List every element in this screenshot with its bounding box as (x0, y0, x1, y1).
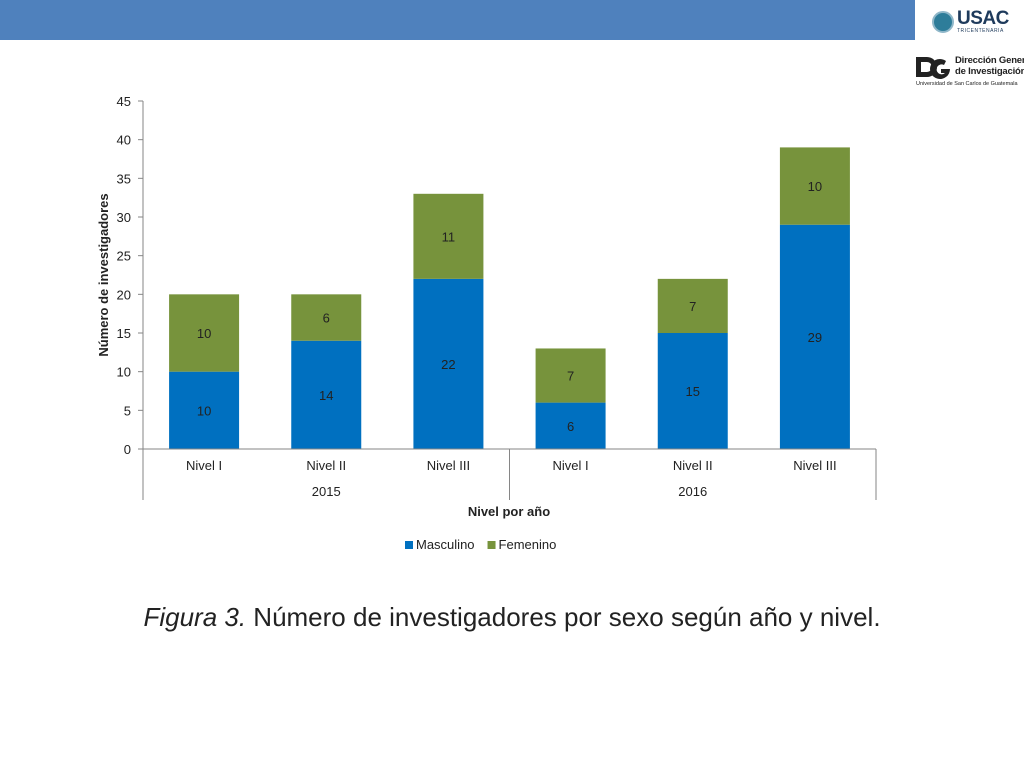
bar-femenino (657, 278, 728, 333)
data-label-femenino: 10 (197, 326, 211, 341)
usac-logo-subtext: TRICENTENARIA (957, 28, 1004, 34)
x-tick-label: Nivel II (306, 458, 346, 473)
bar-masculino (291, 340, 362, 449)
x-group-label: 2016 (678, 484, 707, 499)
y-tick-label: 40 (117, 133, 131, 148)
x-tick-label: Nivel I (553, 458, 589, 473)
legend-label-masculino: Masculino (416, 537, 475, 552)
figure-number: Figura 3. (143, 602, 247, 632)
y-tick-label: 5 (124, 403, 131, 418)
usac-logo: USAC TRICENTENARIA (932, 8, 1018, 38)
y-tick-label: 20 (117, 287, 131, 302)
y-tick-label: 0 (124, 442, 131, 457)
header-bar (0, 0, 915, 40)
data-label-femenino: 6 (323, 311, 330, 326)
bar-femenino (535, 348, 606, 403)
bar-masculino (535, 402, 606, 449)
digi-logo-line1: Dirección General (955, 55, 1024, 66)
bar-femenino (413, 193, 484, 279)
bar-femenino (779, 147, 850, 225)
x-tick-label: Nivel III (427, 458, 470, 473)
usac-logo-text: USAC (957, 8, 1009, 29)
legend-label-femenino: Femenino (499, 537, 557, 552)
bars: 10 10 14 6 22 11 6 7 15 7 29 10 (169, 147, 850, 449)
y-tick-label: 45 (117, 94, 131, 109)
y-tick-label: 10 (117, 365, 131, 380)
digi-mark-icon (916, 57, 950, 79)
legend: Masculino Femenino (405, 537, 556, 552)
x-tick-label: Nivel I (186, 458, 222, 473)
legend-swatch-masculino (405, 541, 413, 549)
data-label-femenino: 11 (442, 229, 456, 244)
digi-logo-line3: Universidad de San Carlos de Guatemala (916, 81, 1018, 87)
bar-femenino (291, 294, 362, 341)
x-axis-title: Nivel por año (468, 504, 550, 519)
data-label-masculino: 22 (441, 357, 455, 372)
figure-caption-text: Número de investigadores por sexo según … (246, 602, 881, 632)
data-label-femenino: 10 (808, 179, 822, 194)
bar-masculino (413, 278, 484, 449)
stacked-bar-chart: 0 5 10 15 20 25 30 35 40 45 10 10 14 6 22 11 6 7 15 7 2910 … (96, 94, 877, 552)
data-label-masculino: 10 (197, 403, 211, 418)
legend-swatch-femenino (487, 541, 496, 549)
x-axis: Nivel I Nivel II Nivel III Nivel I Nivel II N… (142, 448, 877, 500)
data-label-masculino: 29 (808, 330, 822, 345)
y-axis: 0 5 10 15 20 25 30 35 40 45 (117, 94, 144, 457)
bar-masculino (657, 333, 728, 449)
figure-caption: Figura 3. Número de investigadores por s… (0, 602, 1024, 633)
digi-logo-line2: de Investigación (955, 66, 1024, 77)
data-label-masculino: 15 (686, 384, 700, 399)
data-label-femenino: 7 (567, 369, 574, 384)
x-tick-label: Nivel II (673, 458, 713, 473)
data-label-femenino: 7 (689, 299, 696, 314)
x-group-label: 2015 (312, 484, 341, 499)
bar-femenino (169, 294, 240, 372)
usac-seal-icon (932, 11, 954, 33)
data-label-masculino: 6 (567, 419, 574, 434)
y-tick-label: 25 (117, 249, 131, 264)
y-tick-label: 35 (117, 171, 131, 186)
digi-logo: Dirección General de Investigación Unive… (916, 55, 1024, 91)
x-tick-label: Nivel III (793, 458, 836, 473)
y-tick-label: 30 (117, 210, 131, 225)
bar-masculino (169, 371, 240, 449)
y-axis-title: Número de investigadores (96, 193, 111, 356)
data-label-masculino: 14 (319, 388, 333, 403)
bar-masculino (779, 224, 850, 449)
y-tick-label: 15 (117, 326, 131, 341)
